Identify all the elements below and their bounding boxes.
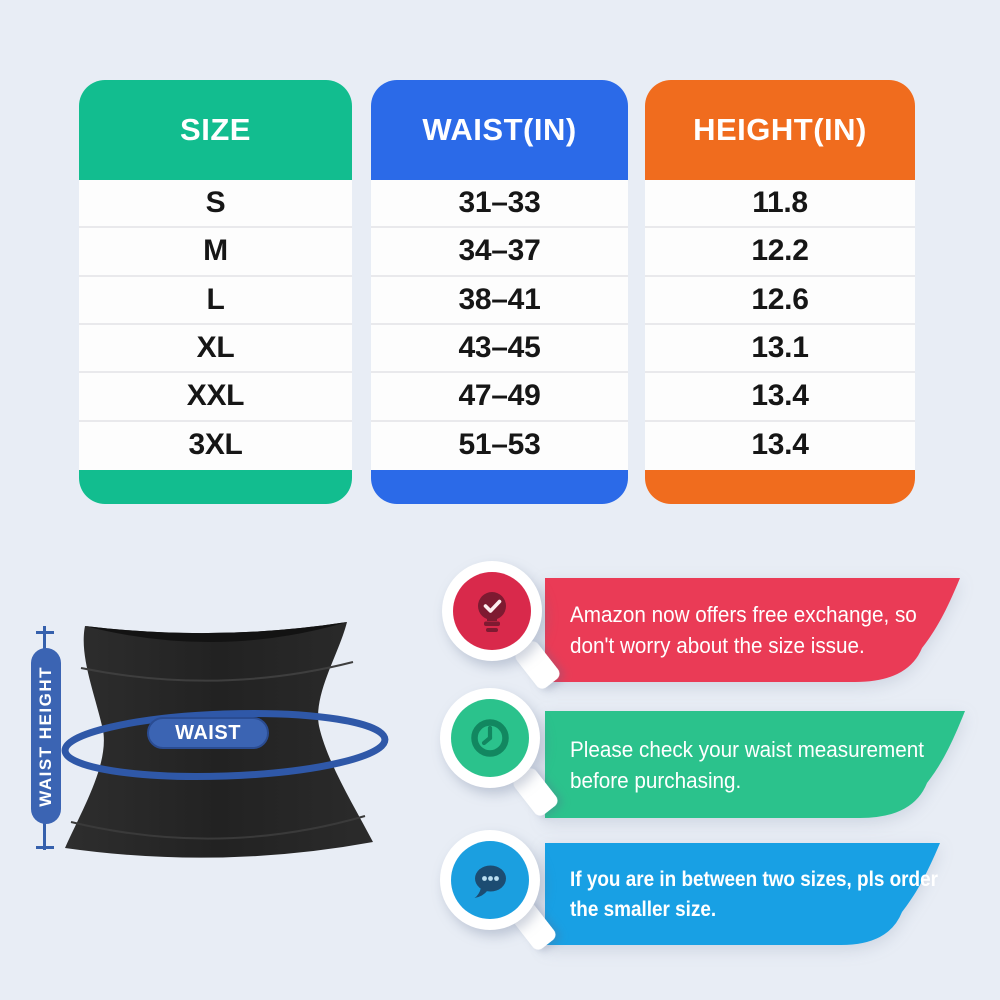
callout-ribbon-red xyxy=(545,578,960,682)
height-cell: 11.8 xyxy=(752,186,808,220)
size-cell: M xyxy=(79,226,352,274)
waist-cell: 38–41 xyxy=(371,274,628,323)
waist-column-header: WAIST(IN) xyxy=(371,80,628,180)
clock-icon xyxy=(471,719,509,757)
chat-dots-icon xyxy=(474,865,506,898)
badge-circle-green xyxy=(451,699,529,777)
height-cell: 12.2 xyxy=(645,226,915,274)
height-cell: 12.6 xyxy=(645,274,915,323)
waist-tag: WAIST xyxy=(147,717,269,749)
height-measure-bottom-cap xyxy=(36,846,54,849)
garment-seam-top xyxy=(80,661,354,682)
height-column-header: HEIGHT(IN) xyxy=(645,80,915,180)
badge-circle-red xyxy=(453,572,531,650)
height-column-card: HEIGHT(IN) 11.8 12.2 12.6 13.1 13.4 13.4 xyxy=(645,80,915,504)
height-column-rows: 11.8 12.2 12.6 13.1 13.4 13.4 xyxy=(645,180,915,468)
waist-column-card: WAIST(IN) 31–33 34–37 38–41 43–45 47–49 … xyxy=(371,80,628,504)
height-cell: 13.1 xyxy=(645,322,915,371)
garment-seam-bottom xyxy=(70,815,366,840)
callout-line: before purchasing. xyxy=(570,767,742,793)
callout-line: don't worry about the size issue. xyxy=(570,633,865,658)
waist-tag-label: WAIST xyxy=(175,721,241,744)
waist-height-label: WAIST HEIGHT xyxy=(36,665,55,807)
waist-cell: 34–37 xyxy=(371,226,628,274)
waist-cell: 31–33 xyxy=(458,186,541,220)
callout-line: If you are in between two sizes, pls ord… xyxy=(570,867,938,891)
size-column-rows: S M L XL XXL 3XL xyxy=(79,180,352,468)
size-cell: XL xyxy=(79,322,352,371)
waist-cell: 47–49 xyxy=(371,371,628,419)
size-column-footer-bar xyxy=(79,470,352,504)
callout-line: Please check your waist measurement xyxy=(570,736,925,762)
callout-text-red: Amazon now offers free exchange, so don'… xyxy=(570,578,939,682)
callout-line: Amazon now offers free exchange, so xyxy=(570,602,917,627)
waist-cell: 43–45 xyxy=(371,322,628,371)
size-column-card: SIZE S M L XL XXL 3XL xyxy=(79,80,352,504)
callout-ribbon-green xyxy=(545,711,965,818)
badge-circle-blue xyxy=(451,841,529,919)
callout-ribbon-blue xyxy=(545,843,940,945)
callout-text-blue: If you are in between two sizes, pls ord… xyxy=(570,843,988,945)
height-cell: 13.4 xyxy=(645,371,915,419)
height-measure-top-cap xyxy=(36,631,54,634)
callout-badge-green xyxy=(440,688,540,788)
waist-height-pill: WAIST HEIGHT xyxy=(31,648,61,824)
size-cell: S xyxy=(205,186,226,220)
waist-measure-ellipse xyxy=(61,710,389,780)
waist-cell: 51–53 xyxy=(371,419,628,468)
waist-column-footer-bar xyxy=(371,470,628,504)
height-cell: 13.4 xyxy=(645,419,915,468)
callout-line: the smaller size. xyxy=(570,897,717,921)
size-column-header: SIZE xyxy=(79,80,352,180)
callout-badge-blue xyxy=(440,830,540,930)
waist-column-rows: 31–33 34–37 38–41 43–45 47–49 51–53 xyxy=(371,180,628,468)
height-column-footer-bar xyxy=(645,470,915,504)
size-cell: XXL xyxy=(79,371,352,419)
garment-top-rim xyxy=(85,622,347,643)
size-cell: 3XL xyxy=(79,419,352,468)
lightbulb-check-icon xyxy=(478,592,506,632)
size-cell: L xyxy=(79,274,352,323)
callout-text-green: Please check your waist measurement befo… xyxy=(570,711,947,818)
callout-badge-red xyxy=(442,561,542,661)
